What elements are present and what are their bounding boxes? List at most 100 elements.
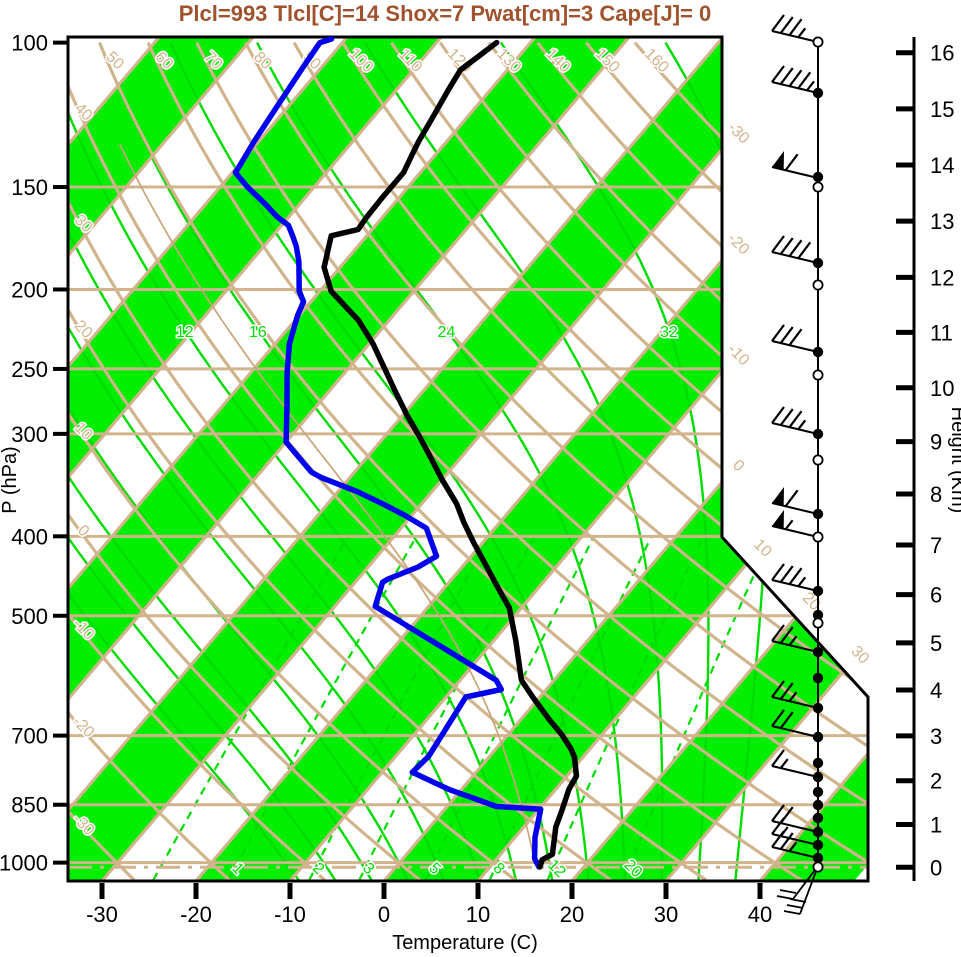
pressure-tick-label: 100 <box>11 31 48 56</box>
wind-level-dot <box>812 786 824 798</box>
pressure-axis-title: P (hPa) <box>0 446 21 513</box>
green-band <box>68 37 630 881</box>
surface-wind-shaft <box>799 865 819 915</box>
dry-adiabat <box>68 42 612 881</box>
moist-adiabat-label: 24 <box>438 324 456 341</box>
pressure-tick-label: 850 <box>11 793 48 818</box>
grid-label: -30 <box>724 119 752 147</box>
surface-wind-shaft <box>792 865 819 900</box>
height-tick-label: 0 <box>930 855 942 880</box>
mixing-ratio-line <box>227 535 418 881</box>
height-tick-label: 9 <box>930 430 942 455</box>
isotherm-line <box>68 37 726 881</box>
chart-title: Plcl=993 Tlcl[C]=14 Shox=7 Pwat[cm]=3 Ca… <box>179 1 712 26</box>
isotherm-line <box>570 37 868 881</box>
grid-label: 160 <box>641 45 672 76</box>
height-tick-label: 13 <box>930 209 954 234</box>
mixing-ratio-line <box>152 535 350 881</box>
grid-label: -20 <box>724 230 752 258</box>
wind-barb-shaft <box>771 579 819 592</box>
pressure-tick-label: 1000 <box>0 851 48 876</box>
dry-adiabat <box>390 41 868 881</box>
wind-level-circle <box>812 617 824 629</box>
wind-barb-full <box>771 14 785 32</box>
temperature-tick-label: 30 <box>654 902 678 927</box>
wind-barb-column <box>771 14 824 915</box>
height-tick-label: 7 <box>930 533 942 558</box>
wind-barb-full <box>797 241 812 259</box>
wind-barb-full <box>771 804 785 822</box>
wind-barb-shaft <box>771 525 819 538</box>
wind-barb-full <box>779 626 794 644</box>
temperature-tick-label: 10 <box>466 902 490 927</box>
wind-level-dot <box>812 428 824 440</box>
wind-level-dot <box>812 702 824 714</box>
wind-barb-full <box>771 324 785 342</box>
wind-level-dot <box>812 257 824 269</box>
moist-adiabat <box>68 42 481 881</box>
grid-label: 0 <box>729 457 747 475</box>
wind-barb-shaft <box>771 166 819 179</box>
wind-level-dot <box>812 731 824 743</box>
wind-barb-shaft <box>771 725 819 738</box>
height-tick-label: 16 <box>930 41 954 66</box>
wind-level-dot <box>812 812 824 824</box>
dry-adiabat <box>68 42 707 881</box>
wind-level-circle <box>812 531 824 543</box>
wind-flag <box>772 151 784 170</box>
dewpoint-curve <box>232 36 544 870</box>
wind-level-dot <box>812 771 824 783</box>
wind-barb-half <box>806 80 815 92</box>
grid-label: -10 <box>724 341 752 369</box>
height-tick-label: 10 <box>930 376 954 401</box>
height-tick-label: 8 <box>930 482 942 507</box>
dry-adiabat <box>68 42 136 881</box>
wind-barb-shaft <box>771 340 819 353</box>
pressure-tick-label: 400 <box>11 524 48 549</box>
surface-wind-barb <box>783 910 801 915</box>
pressure-tick-label: 300 <box>11 422 48 447</box>
wind-level-circle <box>812 36 824 48</box>
wind-barb-full <box>771 235 785 253</box>
wind-barb-half <box>788 841 798 852</box>
surface-wind-barb <box>786 904 804 909</box>
mixing-ratio-line <box>424 535 595 881</box>
wind-barb-half <box>788 691 798 702</box>
wind-flag <box>772 487 784 506</box>
wind-level-circle <box>812 181 824 193</box>
dry-adiabat <box>68 42 517 881</box>
height-tick-label: 2 <box>930 769 942 794</box>
wind-barb-full <box>771 563 785 581</box>
wind-barb-full <box>779 67 794 85</box>
pressure-tick-label: 150 <box>11 175 48 200</box>
pressure-tick-label: 500 <box>11 604 48 629</box>
wind-level-circle <box>812 369 824 381</box>
wind-barb-full <box>771 624 785 642</box>
dry-adiabat <box>68 42 231 881</box>
wind-barb-shaft <box>771 696 819 709</box>
wind-barb-full <box>784 153 799 171</box>
temperature-tick-label: -30 <box>86 902 118 927</box>
temperature-curve <box>321 39 580 870</box>
wind-barb-full <box>788 567 803 585</box>
temperature-axis-title: Temperature (C) <box>392 932 538 954</box>
plot-frame <box>66 35 870 883</box>
wind-level-dot <box>812 585 824 597</box>
wind-level-dot <box>812 672 824 684</box>
wind-level-dot <box>812 171 824 183</box>
wind-barb-full <box>779 408 794 426</box>
mixing-ratio-line <box>623 535 773 881</box>
isotherm-line <box>68 37 538 881</box>
wind-barb-full <box>788 69 803 87</box>
wind-barb-full <box>771 830 785 848</box>
wind-barb-full <box>771 680 785 698</box>
mixing-ratio-line <box>308 535 491 881</box>
grid-label: 30 <box>848 643 873 668</box>
temperature-tick-label: 40 <box>748 902 772 927</box>
wind-barb-full <box>779 711 794 729</box>
pressure-tick-label: 200 <box>11 277 48 302</box>
height-tick-label: 5 <box>930 631 942 656</box>
dry-adiabat <box>97 41 868 881</box>
pressure-tick-label: 700 <box>11 724 48 749</box>
